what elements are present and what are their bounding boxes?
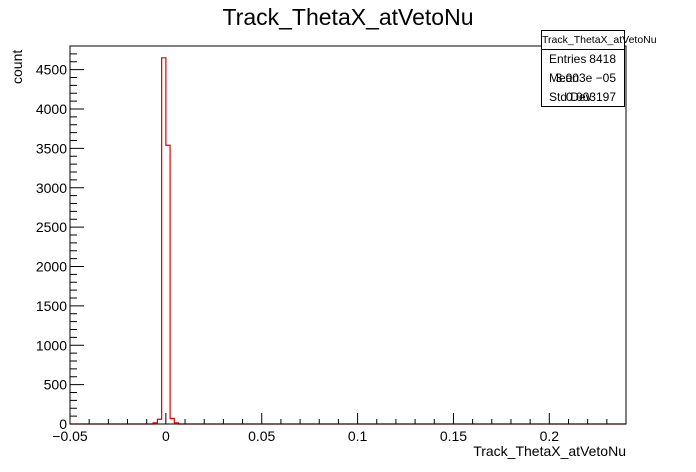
stats-title: Track_ThetaX_atVetoNu: [542, 31, 657, 50]
y-axis-ticks: 0 500 1000 1500 2000 2500 3000 3500 4000 4500: [36, 53, 84, 432]
histogram-bins: [70, 57, 626, 425]
histogram-bin: [170, 418, 174, 424]
entries-value: 8418: [589, 52, 616, 66]
y-tick-label: 4500: [36, 62, 67, 78]
chart-title: Track_ThetaX_atVetoNu: [222, 4, 474, 30]
y-tick-label: 1000: [36, 337, 67, 353]
y-tick-label: 0: [59, 416, 67, 432]
entries-label: Entries: [549, 52, 587, 66]
x-tick-label: 0: [162, 428, 170, 444]
histogram-bin: [162, 58, 166, 424]
y-tick-label: 3000: [36, 180, 67, 196]
y-tick-label: 2500: [36, 219, 67, 235]
y-tick-label: 1500: [36, 298, 67, 314]
mean-label: Mean: [549, 71, 580, 85]
x-axis-ticks: −0.05 0 0.05 0.1 0.15 0.2: [52, 413, 608, 444]
stats-row-entries: Entries 8418: [542, 50, 624, 69]
y-axis-label: count: [9, 49, 25, 84]
x-tick-label: 0.05: [248, 428, 275, 444]
histogram-bin: [166, 145, 170, 424]
y-tick-label: 2000: [36, 259, 67, 275]
stats-row-mean: Mean 3.003e −05: [542, 69, 624, 88]
stats-box: Track_ThetaX_atVetoNu Entries 8418 Mean …: [541, 30, 657, 107]
y-tick-label: 3500: [36, 140, 67, 156]
x-axis-label: Track_ThetaX_atVetoNu: [473, 443, 626, 459]
y-tick-label: 500: [44, 377, 68, 393]
std-label: Std Dev: [549, 90, 592, 104]
histogram-bin: [157, 419, 161, 424]
x-tick-label: −0.05: [52, 428, 88, 444]
x-tick-label: 0.2: [540, 428, 560, 444]
histogram-outline: [70, 57, 626, 425]
y-tick-label: 4000: [36, 101, 67, 117]
plot-frame: [69, 45, 627, 425]
std-value: 0.003197: [565, 90, 616, 104]
x-tick-label: 0.1: [348, 428, 368, 444]
stats-row-std: Std Dev 0.003197: [542, 88, 624, 107]
mean-value: 3.003e −05: [555, 71, 616, 85]
x-tick-label: 0.15: [440, 428, 467, 444]
